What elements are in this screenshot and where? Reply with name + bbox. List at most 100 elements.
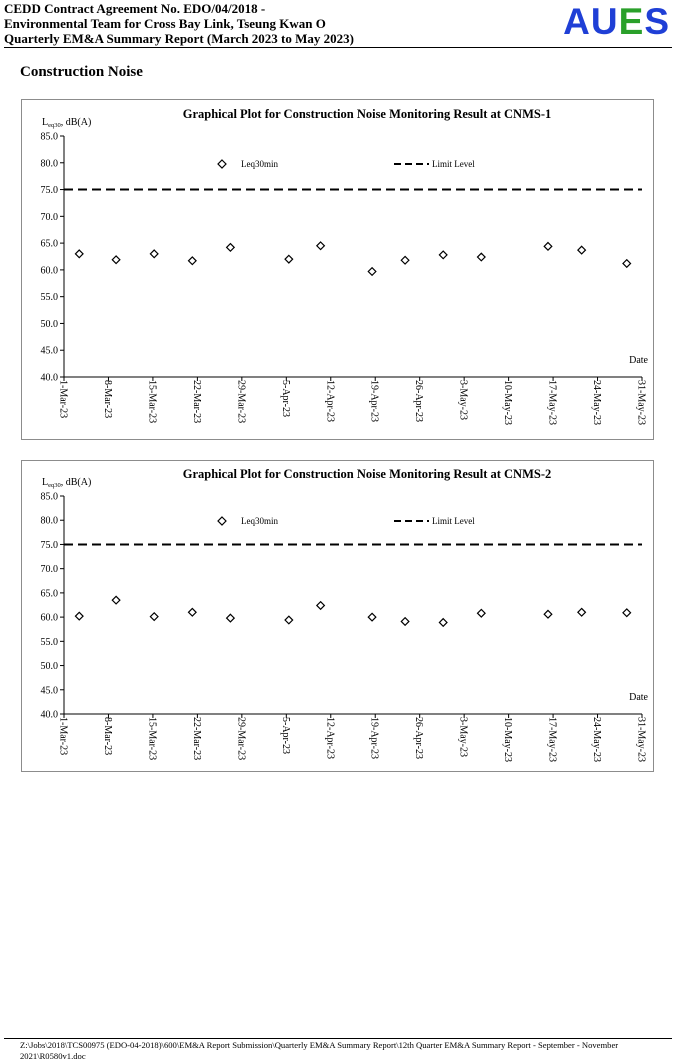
y-tick-label: 80.0 [41, 158, 59, 169]
data-point [400, 616, 410, 627]
legend-label-limit-level: Limit Level [432, 516, 475, 526]
data-point [577, 607, 587, 617]
data-point [149, 611, 159, 622]
chart-title: Graphical Plot for Construction Noise Mo… [183, 107, 552, 121]
data-point [577, 245, 587, 255]
x-tick-label: 24-May-23 [591, 717, 602, 762]
chart-title: Graphical Plot for Construction Noise Mo… [183, 467, 552, 481]
report-header: CEDD Contract Agreement No. EDO/04/2018 … [4, 0, 672, 46]
x-axis-label: Date [629, 692, 648, 703]
data-point [111, 595, 121, 605]
data-point [74, 249, 84, 259]
x-tick-label: 19-Apr-23 [369, 717, 380, 759]
data-point [543, 241, 553, 251]
x-tick-label: 10-May-23 [502, 717, 513, 762]
x-tick-label: 29-Mar-23 [235, 717, 246, 760]
x-tick-label: 8-Mar-23 [102, 717, 113, 755]
y-tick-label: 65.0 [41, 239, 59, 250]
data-point [438, 617, 448, 628]
x-tick-label: 1-Mar-23 [58, 717, 69, 755]
x-tick-label: 22-Mar-23 [191, 717, 202, 760]
document-path: Z:\Jobs\2018\TCS00975 (EDO-04-2018)\600\… [20, 1040, 672, 1062]
section-title: Construction Noise [20, 64, 143, 80]
data-point [187, 607, 197, 617]
legend-marker-leq30min [217, 159, 227, 169]
y-axis-label: Leq30, dB(A) [42, 117, 91, 129]
data-point [622, 608, 632, 618]
chart-cnms-2: Graphical Plot for Construction Noise Mo… [41, 467, 649, 762]
data-point [149, 249, 159, 259]
x-tick-label: 24-May-23 [591, 380, 602, 425]
data-point [367, 266, 377, 277]
chart-cnms-1: Graphical Plot for Construction Noise Mo… [41, 107, 649, 425]
y-tick-label: 85.0 [41, 132, 59, 143]
legend-label-leq30min: Leq30min [241, 516, 278, 526]
y-tick-label: 50.0 [41, 661, 59, 672]
x-tick-label: 12-Apr-23 [324, 380, 335, 422]
aues-logo: AUES [563, 2, 670, 42]
x-tick-label: 3-May-23 [458, 380, 469, 420]
y-tick-label: 55.0 [41, 292, 59, 303]
x-tick-label: 17-May-23 [547, 717, 558, 762]
logo-letter-e: E [618, 1, 645, 42]
x-tick-label: 3-May-23 [458, 717, 469, 757]
x-tick-label: 31-May-23 [636, 717, 647, 762]
y-tick-label: 60.0 [41, 613, 59, 624]
document-path-line-1: Z:\Jobs\2018\TCS00975 (EDO-04-2018)\600\… [20, 1040, 619, 1050]
x-axis-label: Date [629, 355, 648, 366]
data-point [315, 241, 326, 251]
y-tick-label: 70.0 [41, 212, 59, 223]
footer-rule [4, 1038, 672, 1039]
data-point [476, 608, 486, 618]
data-point [284, 615, 294, 625]
logo-letter-s: S [644, 1, 670, 42]
y-tick-label: 55.0 [41, 637, 59, 648]
x-tick-label: 17-May-23 [547, 380, 558, 425]
y-tick-label: 45.0 [41, 685, 59, 696]
data-point [476, 252, 486, 262]
data-point [543, 609, 553, 619]
x-tick-label: 10-May-23 [502, 380, 513, 425]
x-tick-label: 12-Apr-23 [324, 717, 335, 759]
data-point [400, 255, 410, 265]
x-tick-label: 15-Mar-23 [146, 380, 157, 423]
report-title: Quarterly EM&A Summary Report (March 202… [4, 31, 354, 46]
legend-marker-leq30min [217, 516, 227, 526]
x-tick-label: 5-Apr-23 [280, 380, 291, 417]
legend-label-limit-level: Limit Level [432, 159, 475, 169]
data-point [622, 258, 632, 269]
contract-title: CEDD Contract Agreement No. EDO/04/2018 … [4, 1, 266, 16]
y-tick-label: 50.0 [41, 319, 59, 330]
y-tick-label: 85.0 [41, 492, 59, 503]
data-point [111, 255, 121, 265]
data-point [284, 254, 294, 264]
data-point [225, 242, 236, 253]
y-axis-label: Leq30, dB(A) [42, 477, 91, 489]
x-tick-label: 29-Mar-23 [235, 380, 246, 423]
x-tick-label: 26-Apr-23 [413, 380, 424, 422]
document-path-line-2: 2021\R0580v1.doc [20, 1051, 86, 1061]
data-point [315, 600, 326, 611]
y-tick-label: 40.0 [41, 710, 59, 721]
x-tick-label: 19-Apr-23 [369, 380, 380, 422]
data-point [74, 611, 84, 621]
y-tick-label: 70.0 [41, 564, 59, 575]
y-tick-label: 75.0 [41, 185, 59, 196]
chart-cnms-2-frame: Graphical Plot for Construction Noise Mo… [21, 460, 654, 772]
header-rule [4, 47, 672, 48]
logo-letter-u: U [590, 1, 619, 42]
y-tick-label: 40.0 [41, 373, 59, 384]
x-tick-label: 1-Mar-23 [58, 380, 69, 418]
x-tick-label: 26-Apr-23 [413, 717, 424, 759]
x-tick-label: 5-Apr-23 [280, 717, 291, 754]
y-tick-label: 65.0 [41, 588, 59, 599]
data-point [187, 256, 197, 266]
x-tick-label: 8-Mar-23 [102, 380, 113, 418]
x-tick-label: 22-Mar-23 [191, 380, 202, 423]
y-tick-label: 45.0 [41, 346, 59, 357]
legend-label-leq30min: Leq30min [241, 159, 278, 169]
chart-cnms-1-frame: Graphical Plot for Construction Noise Mo… [21, 99, 654, 440]
y-tick-label: 60.0 [41, 265, 59, 276]
x-tick-label: 31-May-23 [636, 380, 647, 425]
data-point [225, 613, 236, 623]
